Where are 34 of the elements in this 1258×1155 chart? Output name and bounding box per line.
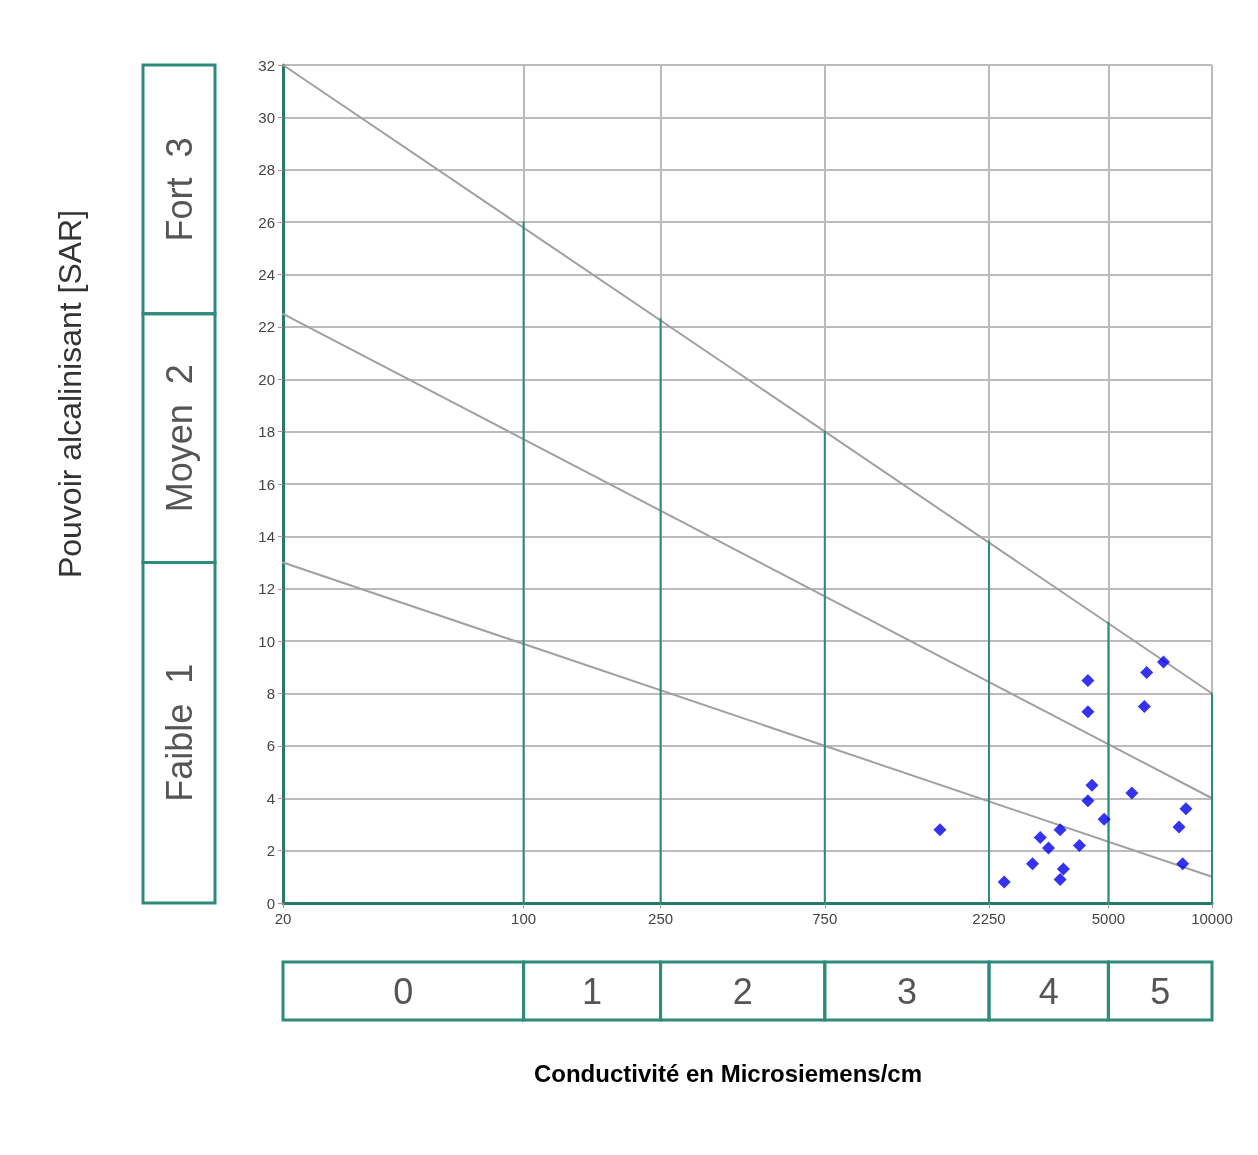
y-tick-label: 32 (258, 56, 275, 74)
y-tick-label: 16 (258, 475, 275, 493)
y-tick-label: 22 (258, 318, 275, 336)
x-tick-label: 5000 (1091, 910, 1126, 927)
x-tick-label: 750 (812, 910, 838, 927)
y-tick-label: 4 (266, 789, 275, 807)
text: 1 (582, 970, 603, 1012)
text: 2 (732, 970, 753, 1012)
y-tick-label: 6 (266, 737, 275, 755)
x-tick-label: 10000 (1191, 910, 1233, 927)
text: Fort 3 (158, 137, 200, 242)
y-tick-label: 14 (258, 527, 275, 545)
x-tick-label: 2250 (972, 910, 1006, 927)
y-tick-label: 30 (258, 108, 275, 126)
text: Conductivité en Microsiemens/cm (533, 1059, 923, 1087)
y-tick-label: 18 (258, 423, 275, 441)
y-tick-label: 12 (258, 580, 275, 598)
x-tick-label: 100 (511, 910, 537, 927)
text: Faible 1 (158, 663, 200, 802)
text: 4 (1038, 970, 1059, 1012)
y-tick-label: 8 (266, 685, 275, 702)
x-tick-label: 250 (648, 910, 674, 927)
text: Moyen 2 (158, 364, 200, 513)
y-tick-label: 24 (258, 266, 275, 283)
text: 3 (896, 970, 917, 1012)
text: 5 (1150, 970, 1171, 1012)
y-tick-label: 26 (258, 213, 275, 231)
y-tick-label: 10 (258, 632, 275, 650)
text: Pouvoir alcalinisant [SAR] (52, 209, 88, 579)
y-tick-label: 28 (258, 161, 275, 179)
text: 0 (393, 970, 414, 1012)
y-tick-label: 2 (266, 842, 275, 860)
y-tick-label: 20 (258, 370, 275, 388)
y-tick-label: 0 (266, 894, 275, 912)
